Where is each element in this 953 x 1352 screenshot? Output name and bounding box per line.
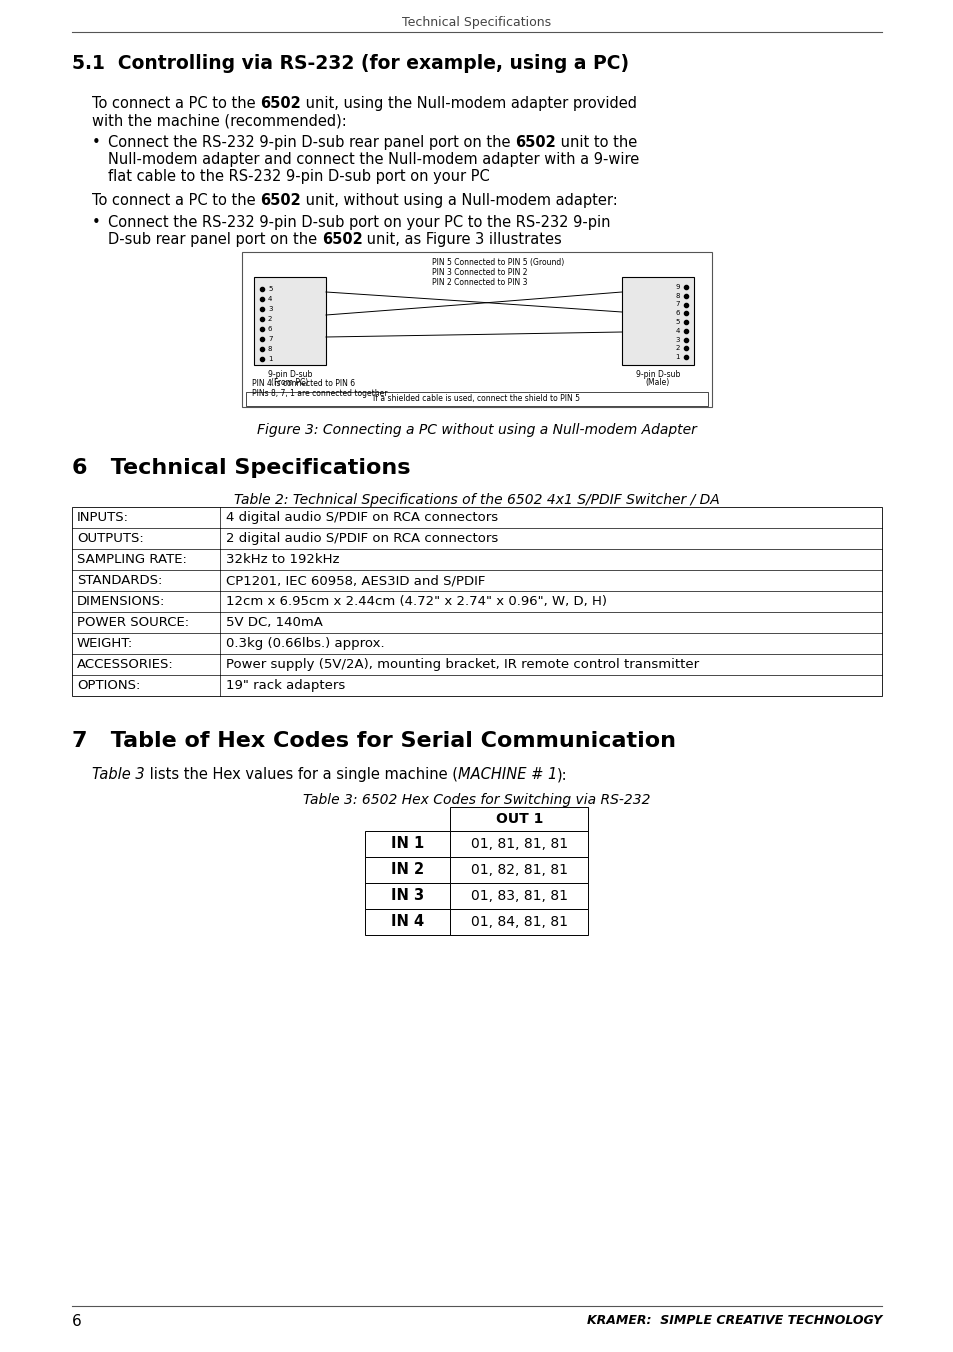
Text: To connect a PC to the: To connect a PC to the (91, 193, 260, 208)
Bar (450, 831, 588, 857)
Text: 9-pin D-sub: 9-pin D-sub (268, 370, 312, 379)
Text: 9: 9 (675, 284, 679, 289)
Text: PIN 5 Connected to PIN 5 (Ground): PIN 5 Connected to PIN 5 (Ground) (432, 258, 563, 266)
Text: unit, without using a Null-modem adapter:: unit, without using a Null-modem adapter… (301, 193, 618, 208)
Text: STANDARDS:: STANDARDS: (77, 575, 162, 587)
Text: 19" rack adapters: 19" rack adapters (226, 679, 345, 692)
Text: PINs 8, 7, 1 are connected together: PINs 8, 7, 1 are connected together (252, 389, 387, 397)
Text: 01, 81, 81, 81: 01, 81, 81, 81 (471, 837, 567, 850)
Text: 9-pin D-sub: 9-pin D-sub (635, 370, 679, 379)
Text: Table 3: 6502 Hex Codes for Switching via RS-232: Table 3: 6502 Hex Codes for Switching vi… (303, 794, 650, 807)
Text: Table 2: Technical Specifications of the 6502 4x1 S/PDIF Switcher / DA: Table 2: Technical Specifications of the… (233, 493, 720, 507)
Text: 6502: 6502 (321, 233, 362, 247)
Text: 2: 2 (268, 316, 273, 322)
Text: (From PC): (From PC) (271, 379, 309, 387)
Text: IN 1: IN 1 (391, 837, 424, 852)
Text: Connect the RS-232 9-pin D-sub rear panel port on the: Connect the RS-232 9-pin D-sub rear pane… (108, 135, 515, 150)
Text: 5V DC, 140mA: 5V DC, 140mA (226, 617, 322, 629)
Text: 32kHz to 192kHz: 32kHz to 192kHz (226, 553, 339, 566)
Text: 01, 83, 81, 81: 01, 83, 81, 81 (471, 890, 567, 903)
Text: OUTPUTS:: OUTPUTS: (77, 531, 144, 545)
Text: 4: 4 (268, 296, 273, 301)
Text: 4: 4 (675, 327, 679, 334)
Bar (450, 807, 588, 831)
Text: Null-modem adapter and connect the Null-modem adapter with a 9-wire: Null-modem adapter and connect the Null-… (108, 151, 639, 168)
Text: Figure 3: Connecting a PC without using a Null-modem Adapter: Figure 3: Connecting a PC without using … (256, 423, 697, 437)
Text: 6: 6 (268, 326, 273, 333)
Text: 12cm x 6.95cm x 2.44cm (4.72" x 2.74" x 0.96", W, D, H): 12cm x 6.95cm x 2.44cm (4.72" x 2.74" x … (226, 595, 606, 608)
Text: 6502: 6502 (515, 135, 556, 150)
Text: 5.1  Controlling via RS-232 (for example, using a PC): 5.1 Controlling via RS-232 (for example,… (71, 54, 628, 73)
Bar (450, 857, 588, 883)
Text: 2 digital audio S/PDIF on RCA connectors: 2 digital audio S/PDIF on RCA connectors (226, 531, 497, 545)
Text: PIN 3 Connected to PIN 2: PIN 3 Connected to PIN 2 (432, 268, 527, 277)
Text: ACCESSORIES:: ACCESSORIES: (77, 658, 173, 671)
Text: 7: 7 (268, 337, 273, 342)
Text: 6502: 6502 (260, 96, 301, 111)
Bar (621, 277, 693, 365)
Text: PIN 2 Connected to PIN 3: PIN 2 Connected to PIN 3 (432, 279, 527, 287)
Text: PIN 4 is connected to PIN 6: PIN 4 is connected to PIN 6 (252, 379, 355, 388)
Text: Power supply (5V/2A), mounting bracket, IR remote control transmitter: Power supply (5V/2A), mounting bracket, … (226, 658, 699, 671)
Bar (365, 831, 450, 857)
Bar (365, 909, 450, 936)
Text: IN 4: IN 4 (391, 914, 424, 930)
Text: 5: 5 (675, 319, 679, 324)
Text: Technical Specifications: Technical Specifications (402, 16, 551, 28)
Text: 1: 1 (675, 354, 679, 360)
Bar (450, 909, 588, 936)
Text: (Male): (Male) (645, 379, 669, 387)
Text: KRAMER:  SIMPLE CREATIVE TECHNOLOGY: KRAMER: SIMPLE CREATIVE TECHNOLOGY (586, 1314, 882, 1328)
Text: D-sub rear panel port on the: D-sub rear panel port on the (108, 233, 321, 247)
Text: •: • (91, 135, 101, 150)
Text: IN 2: IN 2 (391, 863, 424, 877)
Text: POWER SOURCE:: POWER SOURCE: (77, 617, 189, 629)
Text: 3: 3 (675, 337, 679, 342)
Text: 1: 1 (268, 356, 273, 362)
Text: CP1201, IEC 60958, AES3ID and S/PDIF: CP1201, IEC 60958, AES3ID and S/PDIF (226, 575, 485, 587)
Text: DIMENSIONS:: DIMENSIONS: (77, 595, 165, 608)
Text: 3: 3 (268, 306, 273, 312)
Text: 2: 2 (675, 345, 679, 352)
Text: 0.3kg (0.66lbs.) approx.: 0.3kg (0.66lbs.) approx. (226, 637, 384, 650)
Text: flat cable to the RS-232 9-pin D-sub port on your PC: flat cable to the RS-232 9-pin D-sub por… (108, 169, 489, 184)
Text: 01, 84, 81, 81: 01, 84, 81, 81 (471, 915, 567, 929)
Text: MACHINE # 1: MACHINE # 1 (457, 767, 557, 781)
Text: unit, using the Null-modem adapter provided: unit, using the Null-modem adapter provi… (301, 96, 637, 111)
Text: IN 3: IN 3 (391, 888, 424, 903)
Text: OPTIONS:: OPTIONS: (77, 679, 140, 692)
Text: with the machine (recommended):: with the machine (recommended): (91, 114, 346, 128)
Text: lists the Hex values for a single machine (: lists the Hex values for a single machin… (145, 767, 457, 781)
Bar (242, 251, 711, 407)
Text: 7: 7 (675, 301, 679, 307)
Bar (365, 857, 450, 883)
Text: 01, 82, 81, 81: 01, 82, 81, 81 (471, 863, 567, 877)
Text: 6   Technical Specifications: 6 Technical Specifications (71, 458, 410, 479)
Text: SAMPLING RATE:: SAMPLING RATE: (77, 553, 187, 566)
Text: 6502: 6502 (260, 193, 301, 208)
Text: 7   Table of Hex Codes for Serial Communication: 7 Table of Hex Codes for Serial Communic… (71, 731, 676, 750)
Text: WEIGHT:: WEIGHT: (77, 637, 133, 650)
Text: INPUTS:: INPUTS: (77, 511, 129, 525)
Text: unit to the: unit to the (556, 135, 637, 150)
Bar (365, 883, 450, 909)
Text: To connect a PC to the: To connect a PC to the (91, 96, 260, 111)
Bar (253, 277, 326, 365)
Text: •: • (91, 215, 101, 230)
Text: 6: 6 (71, 1314, 82, 1329)
Text: 8: 8 (675, 293, 679, 299)
Text: If a shielded cable is used, connect the shield to PIN 5: If a shielded cable is used, connect the… (374, 395, 579, 403)
Bar (71, 507, 882, 696)
Text: 5: 5 (268, 287, 273, 292)
Text: Table 3: Table 3 (91, 767, 145, 781)
Text: OUT 1: OUT 1 (496, 813, 542, 826)
Text: 4 digital audio S/PDIF on RCA connectors: 4 digital audio S/PDIF on RCA connectors (226, 511, 497, 525)
Text: Connect the RS-232 9-pin D-sub port on your PC to the RS-232 9-pin: Connect the RS-232 9-pin D-sub port on y… (108, 215, 610, 230)
Text: ):: ): (557, 767, 567, 781)
Bar (246, 392, 707, 406)
Text: 6: 6 (675, 310, 679, 316)
Bar (450, 883, 588, 909)
Text: unit, as Figure 3 illustrates: unit, as Figure 3 illustrates (362, 233, 561, 247)
Text: 8: 8 (268, 346, 273, 352)
